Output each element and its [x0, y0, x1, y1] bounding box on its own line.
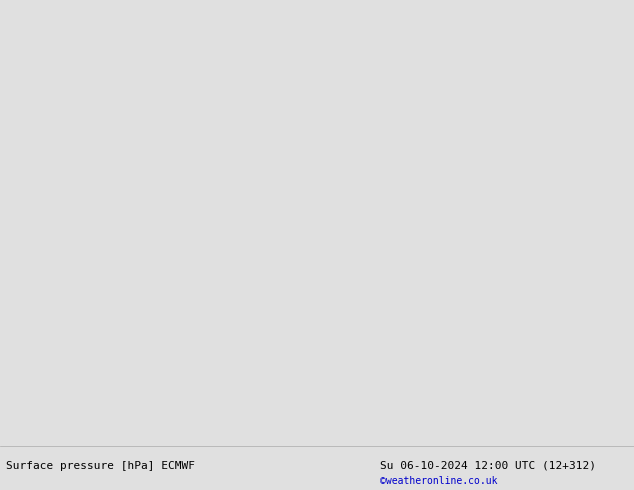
Text: ©weatheronline.co.uk: ©weatheronline.co.uk [380, 476, 498, 486]
Text: Surface pressure [hPa] ECMWF: Surface pressure [hPa] ECMWF [6, 461, 195, 471]
Text: Su 06-10-2024 12:00 UTC (12+312): Su 06-10-2024 12:00 UTC (12+312) [380, 461, 597, 471]
